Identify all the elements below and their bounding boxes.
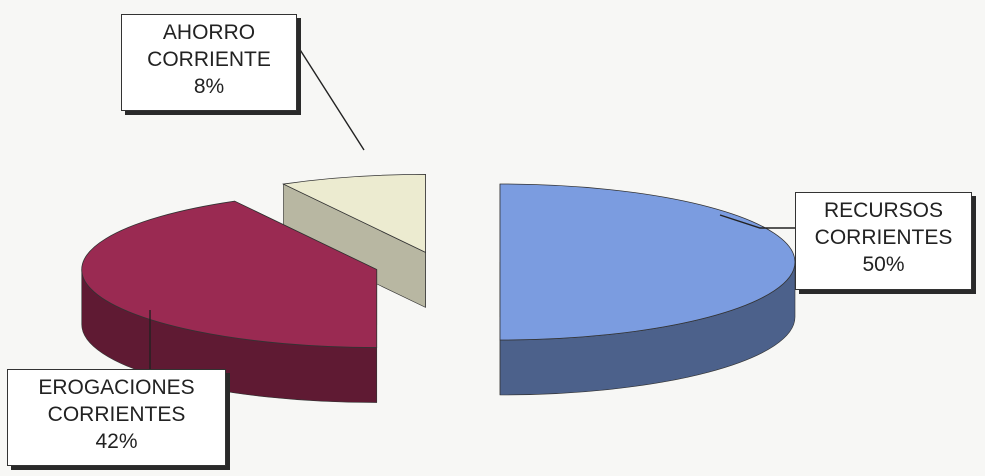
pie-slice-top	[499, 183, 796, 341]
label-ahorro-value: 8%	[193, 75, 225, 98]
label-ahorro-line1: AHORRO	[162, 21, 256, 44]
leader-line-ahorro	[296, 44, 365, 151]
label-erogaciones-line2: CORRIENTES	[47, 403, 186, 426]
pie-slice-top	[81, 200, 378, 348]
pie-slice-ahorro	[282, 174, 426, 308]
label-recursos-line1: RECURSOS	[823, 199, 944, 222]
label-erogaciones-line1: EROGACIONES	[38, 376, 195, 399]
label-erogaciones-corrientes: EROGACIONES CORRIENTES 42%	[7, 369, 226, 466]
pie-slice-recursos	[499, 183, 796, 396]
pie-slice-top	[282, 174, 426, 254]
label-recursos-corrientes: RECURSOS CORRIENTES 50%	[795, 192, 972, 290]
label-ahorro-line2: CORRIENTE	[147, 48, 271, 71]
label-ahorro-corriente: AHORRO CORRIENTE 8%	[121, 14, 297, 111]
label-recursos-value: 50%	[862, 253, 905, 276]
label-recursos-line2: CORRIENTES	[814, 226, 953, 249]
leader-line-recursos	[719, 214, 795, 229]
label-erogaciones-value: 42%	[95, 430, 138, 453]
